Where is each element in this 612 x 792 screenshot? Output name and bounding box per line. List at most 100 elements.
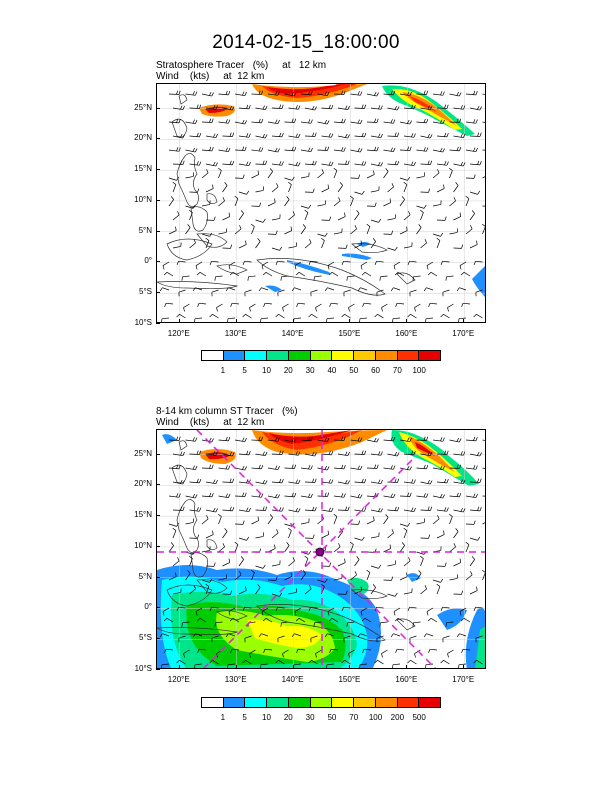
- wind-barb: [436, 507, 449, 512]
- wind-barb: [436, 184, 445, 193]
- wind-barb: [189, 239, 196, 249]
- wind-barb: [395, 648, 405, 654]
- lat-tick: [156, 515, 160, 517]
- wind-barb: [201, 492, 214, 498]
- wind-barb: [217, 167, 222, 179]
- wind-barb: [409, 635, 417, 643]
- wind-barb: [162, 261, 170, 270]
- wind-barb: [211, 289, 219, 297]
- wind-barb: [354, 586, 363, 595]
- wind-barb: [370, 507, 383, 513]
- tracer-blob: [415, 442, 435, 456]
- wind-barb: [201, 232, 213, 237]
- wind-barb: [317, 492, 330, 497]
- wind-barb: [250, 569, 255, 581]
- wind-barb: [188, 555, 193, 567]
- lat-tick: [156, 323, 160, 324]
- wind-barb: [189, 188, 200, 193]
- wind-barb: [234, 225, 242, 235]
- wind-barb: [260, 317, 269, 322]
- wind-barb: [321, 479, 334, 484]
- colorbar-swatch: [397, 698, 420, 707]
- colorbar-label: 1: [220, 713, 226, 722]
- wind-barb: [425, 663, 434, 668]
- wind-barb: [460, 271, 471, 277]
- wind-barb: [403, 479, 416, 484]
- colorbar-label: 70: [349, 713, 359, 722]
- wind-barb: [399, 176, 411, 181]
- wind-barb: [350, 465, 363, 471]
- wind-barb: [168, 542, 174, 553]
- wind-barb: [172, 451, 185, 457]
- wind-barb: [291, 287, 302, 292]
- wind-barb: [304, 132, 317, 137]
- wind-barb: [172, 211, 180, 221]
- wind-barb: [449, 543, 456, 553]
- wind-barb: [412, 275, 421, 281]
- wind-barb: [164, 648, 174, 654]
- wind-barb: [420, 239, 427, 249]
- wind-barb: [321, 104, 334, 110]
- wind-barb: [267, 493, 280, 499]
- wind-barb: [432, 578, 444, 583]
- wind-barb: [449, 228, 458, 235]
- wind-barb: [244, 289, 252, 297]
- wind-barb: [258, 287, 269, 292]
- wind-barb: [271, 132, 284, 138]
- wind-barb: [162, 607, 170, 616]
- wind-barb: [482, 93, 485, 95]
- wind-barb: [420, 160, 433, 165]
- wind-barb: [399, 522, 411, 527]
- wind-barb: [327, 607, 335, 616]
- wind-barb: [361, 617, 372, 623]
- lat-label: 0°: [144, 256, 152, 266]
- wind-barb: [229, 271, 240, 277]
- wind-barb: [185, 570, 191, 581]
- wind-barb: [403, 507, 416, 513]
- wind-barb: [196, 617, 207, 623]
- wind-barb: [333, 167, 338, 179]
- lat-tick: [156, 638, 160, 640]
- wind-barb: [284, 464, 297, 469]
- colorbar-label: 100: [368, 713, 383, 722]
- lat-tick: [156, 169, 160, 171]
- wind-barb: [465, 520, 476, 525]
- wind-barb: [333, 197, 341, 207]
- colorbar-swatch: [419, 351, 441, 360]
- wind-barb: [420, 479, 433, 485]
- wind-barb: [263, 648, 273, 654]
- wind-barb: [453, 451, 466, 456]
- colorbar-swatch: [332, 351, 355, 360]
- coastline: [176, 499, 199, 553]
- wind-barb: [350, 174, 361, 179]
- wind-barb: [407, 260, 417, 266]
- wind-barb: [313, 275, 322, 281]
- wind-barb: [185, 119, 198, 125]
- wind-barb: [172, 133, 185, 139]
- wind-barb: [271, 529, 279, 539]
- wind-barb: [267, 437, 280, 442]
- wind-barb: [436, 216, 447, 221]
- wind-barb: [440, 606, 450, 612]
- wind-barb: [482, 495, 485, 497]
- wind-barb: [436, 530, 445, 539]
- wind-barb: [275, 260, 285, 266]
- lat-label: 10°S: [134, 318, 152, 327]
- wind-barb: [284, 437, 297, 443]
- wind-barb: [308, 313, 318, 319]
- wind-barb: [218, 228, 227, 235]
- wind-barb: [403, 450, 416, 456]
- wind-barb: [354, 478, 367, 484]
- lat-label: 20°N: [134, 133, 152, 143]
- wind-barb: [214, 621, 223, 627]
- wind-barb: [267, 465, 280, 471]
- wind-barb: [222, 451, 235, 457]
- wind-barb: [354, 536, 365, 541]
- wind-barb: [229, 617, 240, 623]
- lon-label: 170°E: [452, 329, 475, 338]
- lat-tick: [156, 138, 160, 140]
- wind-barb: [310, 289, 318, 297]
- wind-barb: [376, 635, 384, 643]
- wind-barb: [222, 105, 235, 111]
- wind-barb: [176, 313, 186, 319]
